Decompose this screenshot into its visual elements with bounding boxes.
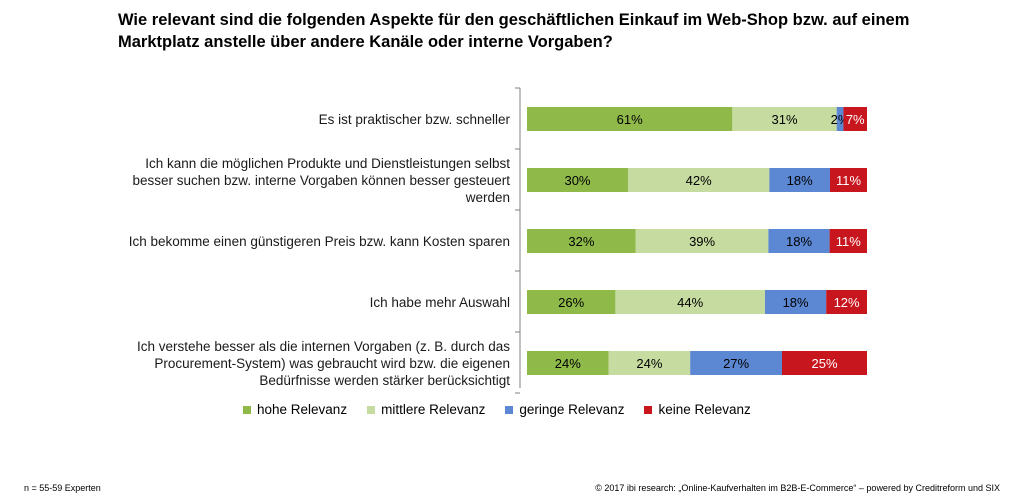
bar-segment (829, 229, 867, 253)
legend-item: geringe Relevanz (505, 402, 624, 417)
data-label: 30% (564, 173, 590, 188)
data-label: 18% (786, 234, 812, 249)
category-label: Ich habe mehr Auswahl (370, 295, 510, 310)
legend-item: hohe Relevanz (243, 402, 347, 417)
bar-segment (527, 168, 628, 192)
bar-segment (635, 229, 769, 253)
bar-segment (826, 290, 867, 314)
data-label: 7% (846, 112, 865, 127)
data-label: 11% (836, 234, 861, 249)
legend-label: hohe Relevanz (257, 402, 348, 417)
data-label: 42% (686, 173, 712, 188)
legend-label: keine Relevanz (658, 402, 751, 417)
source-note: © 2017 ibi research: „Online-Kaufverhalt… (595, 483, 1000, 493)
legend-swatch (644, 405, 653, 414)
data-label: 24% (636, 356, 662, 371)
bar-segment (768, 229, 830, 253)
data-label: 27% (723, 356, 749, 371)
data-label: 12% (834, 295, 860, 310)
bar-segment (615, 290, 765, 314)
category-label: Ich verstehe besser als die internen Vor… (137, 339, 510, 388)
data-label: 44% (677, 295, 703, 310)
legend-label: mittlere Relevanz (381, 402, 486, 417)
bar-segment (527, 290, 616, 314)
legend-swatch (505, 405, 514, 414)
category-label: Ich bekomme einen günstigeren Preis bzw.… (129, 234, 510, 249)
legend-label: geringe Relevanz (519, 402, 625, 417)
data-label: 11% (836, 173, 861, 188)
bar-segment (765, 290, 827, 314)
category-label: Es ist praktischer bzw. schneller (319, 112, 511, 127)
data-label: 26% (558, 295, 584, 310)
bar-segment (627, 168, 770, 192)
data-label: 25% (811, 356, 837, 371)
bar-segment (608, 351, 691, 375)
category-label: Ich kann die möglichen Produkte und Dien… (133, 156, 511, 205)
data-label: 18% (783, 295, 809, 310)
bar-segment (690, 351, 782, 375)
bar-segment (843, 107, 867, 131)
chart-title: Wie relevant sind die folgenden Aspekte … (118, 11, 910, 51)
data-label: 24% (555, 356, 581, 371)
legend-swatch (243, 405, 251, 414)
data-label: 31% (772, 112, 798, 127)
bar-segment (527, 229, 636, 253)
bar-segment (732, 107, 837, 131)
bar-segment (527, 107, 733, 131)
legend-swatch (367, 405, 376, 414)
data-label: 61% (617, 112, 643, 127)
bar-segment (527, 351, 609, 375)
bar-segment (769, 168, 830, 192)
legend-item: keine Relevanz (644, 402, 751, 417)
legend-item: mittlere Relevanz (367, 402, 485, 417)
data-label: 32% (568, 234, 594, 249)
data-label: 18% (787, 173, 813, 188)
bar-segment (836, 107, 844, 131)
bar-segment (782, 351, 867, 375)
bar-segment (829, 168, 867, 192)
data-label: 39% (689, 234, 715, 249)
chart-legend: hohe Relevanz mittlere Relevanz geringe Re… (243, 402, 751, 417)
sample-size-note: n = 55-59 Experten (24, 483, 101, 493)
